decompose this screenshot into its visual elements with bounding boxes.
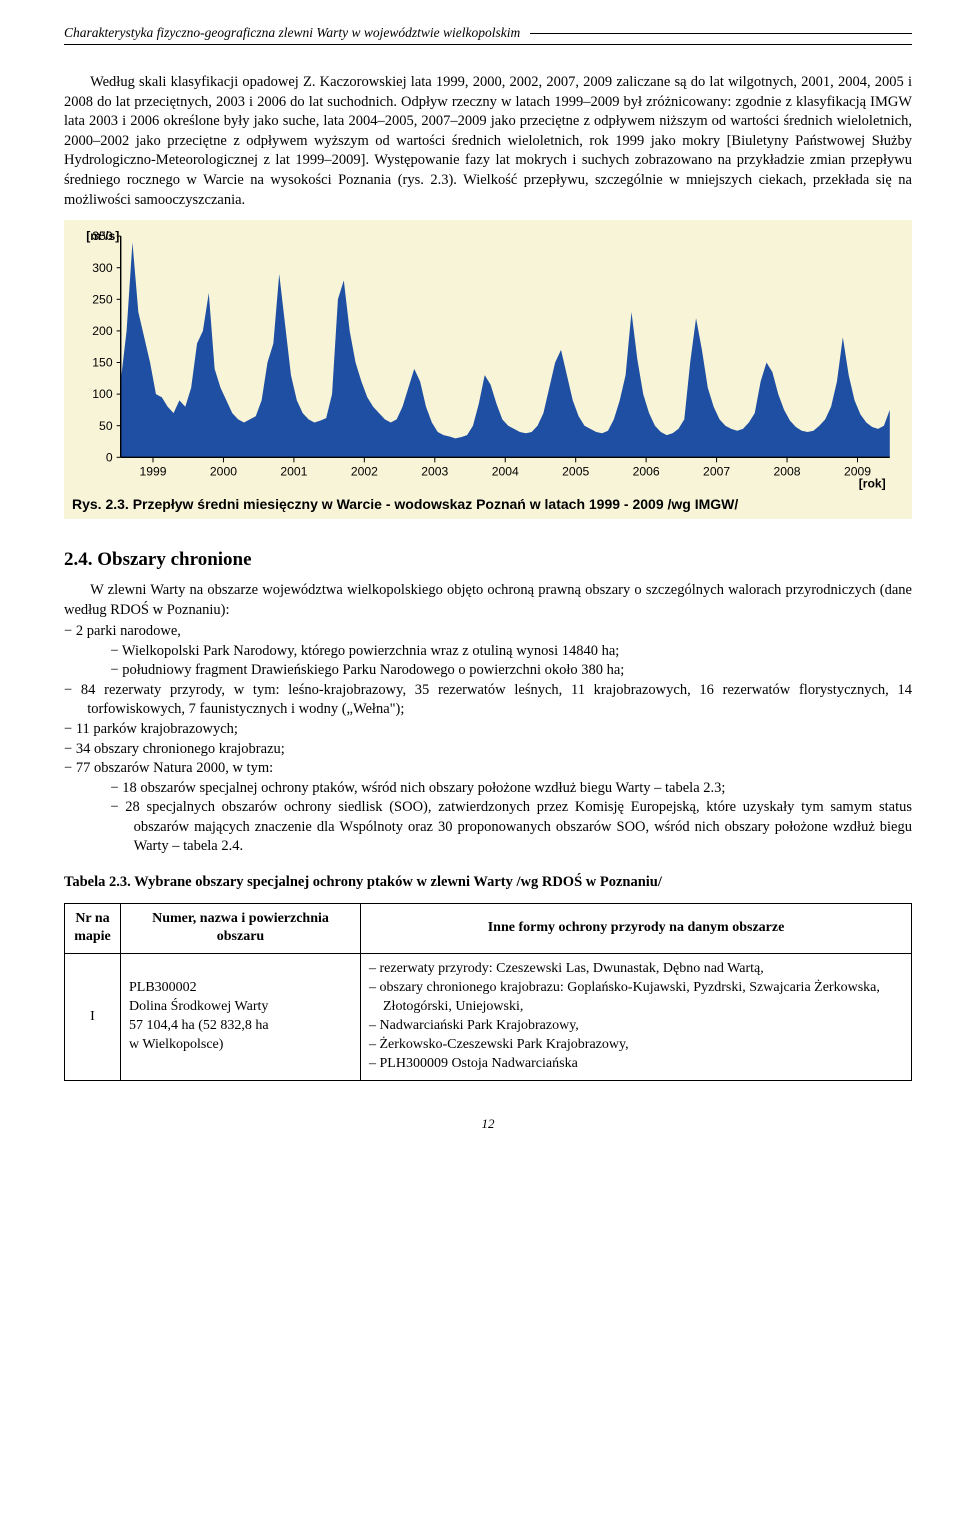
forms-item: rezerwaty przyrody: Czeszewski Las, Dwun…	[369, 960, 903, 979]
paragraph-main: Według skali klasyfikacji opadowej Z. Ka…	[64, 73, 912, 210]
sub-list-item: 18 obszarów specjalnej ochrony ptaków, w…	[110, 779, 912, 799]
chart-figure: 050100150200250300350[m³/s]1999200020012…	[64, 220, 912, 519]
list-item: 77 obszarów Natura 2000, w tym:18 obszar…	[64, 759, 912, 857]
list-item: 11 parków krajobrazowych;	[64, 720, 912, 740]
page-number: 12	[64, 1115, 912, 1133]
forms-item: PLH300009 Ostoja Nadwarciańska	[369, 1055, 903, 1074]
col-header-nr: Nr na mapie	[65, 903, 121, 954]
data-table: Nr na mapie Numer, nazwa i powierzchnia …	[64, 903, 912, 1081]
svg-text:250: 250	[92, 293, 113, 307]
svg-text:[m³/s]: [m³/s]	[86, 229, 119, 243]
svg-text:1999: 1999	[139, 465, 166, 479]
svg-text:2003: 2003	[421, 465, 448, 479]
section-intro: W zlewni Warty na obszarze województwa w…	[64, 581, 912, 620]
svg-text:2007: 2007	[703, 465, 730, 479]
col-header-name: Numer, nazwa i powierzchnia obszaru	[121, 903, 361, 954]
svg-text:2000: 2000	[210, 465, 237, 479]
table-header-row: Nr na mapie Numer, nazwa i powierzchnia …	[65, 903, 912, 954]
forms-item: obszary chronionego krajobrazu: Goplańsk…	[369, 979, 903, 1017]
running-title: Charakterystyka fizyczno-geograficzna zl…	[64, 24, 520, 42]
section-heading: 2.4. Obszary chronione	[64, 547, 912, 573]
forms-item: Żerkowsko-Czeszewski Park Krajobrazowy,	[369, 1036, 903, 1055]
table-title: Tabela 2.3. Wybrane obszary specjalnej o…	[64, 873, 912, 893]
chart-caption: Rys. 2.3. Przepływ średni miesięczny w W…	[72, 496, 904, 514]
cell-nr: I	[65, 954, 121, 1080]
header-rule	[530, 33, 912, 34]
col-header-forms: Inne formy ochrony przyrody na danym obs…	[361, 903, 912, 954]
svg-text:50: 50	[99, 419, 113, 433]
cell-forms: rezerwaty przyrody: Czeszewski Las, Dwun…	[361, 954, 912, 1080]
cell-name: PLB300002Dolina Środkowej Warty57 104,4 …	[121, 954, 361, 1080]
table-row: IPLB300002Dolina Środkowej Warty57 104,4…	[65, 954, 912, 1080]
svg-text:300: 300	[92, 261, 113, 275]
section-list: 2 parki narodowe,Wielkopolski Park Narod…	[64, 622, 912, 857]
header-rule-under	[64, 44, 912, 45]
svg-text:2001: 2001	[280, 465, 307, 479]
svg-text:200: 200	[92, 324, 113, 338]
svg-text:2008: 2008	[774, 465, 801, 479]
running-header: Charakterystyka fizyczno-geograficzna zl…	[64, 24, 912, 42]
svg-text:150: 150	[92, 356, 113, 370]
sub-list-item: 28 specjalnych obszarów ochrony siedlisk…	[110, 798, 912, 857]
sub-list: 18 obszarów specjalnej ochrony ptaków, w…	[87, 779, 912, 857]
sub-list: Wielkopolski Park Narodowy, którego powi…	[87, 642, 912, 681]
chart-area-graph: 050100150200250300350[m³/s]1999200020012…	[72, 228, 904, 492]
svg-text:2002: 2002	[351, 465, 378, 479]
sub-list-item: południowy fragment Drawieńskiego Parku …	[110, 661, 912, 681]
svg-text:2006: 2006	[633, 465, 660, 479]
list-item: 84 rezerwaty przyrody, w tym: leśno-kraj…	[64, 681, 912, 720]
svg-text:2004: 2004	[492, 465, 519, 479]
list-item: 2 parki narodowe,Wielkopolski Park Narod…	[64, 622, 912, 681]
forms-item: Nadwarciański Park Krajobrazowy,	[369, 1017, 903, 1036]
svg-text:[rok]: [rok]	[859, 477, 886, 491]
svg-text:2005: 2005	[562, 465, 589, 479]
svg-text:100: 100	[92, 387, 113, 401]
list-item: 34 obszary chronionego krajobrazu;	[64, 740, 912, 760]
sub-list-item: Wielkopolski Park Narodowy, którego powi…	[110, 642, 912, 662]
svg-text:0: 0	[106, 451, 113, 465]
